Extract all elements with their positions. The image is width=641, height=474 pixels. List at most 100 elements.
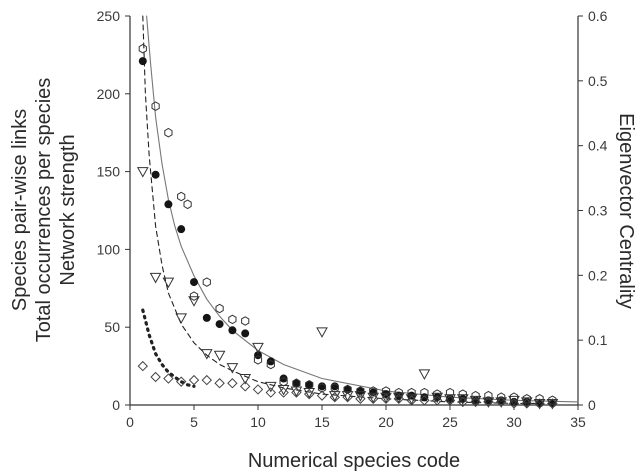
- open-diamond-point: [227, 378, 238, 389]
- open-hexagon-point: [548, 395, 557, 406]
- open-diamond-point: [406, 395, 417, 406]
- open-hexagon-point: [407, 387, 416, 398]
- open-hexagon-point: [228, 314, 237, 325]
- open-hexagon-point: [535, 394, 544, 404]
- y2-tick-label: 0: [588, 397, 596, 413]
- open-triangle-point: [136, 167, 149, 178]
- open-hexagon-point: [151, 101, 160, 111]
- open-triangle-point: [303, 388, 316, 399]
- open-hexagon-point: [497, 392, 506, 402]
- filled-circle-point: [279, 374, 288, 383]
- open-hexagon-point: [189, 291, 199, 301]
- x-axis-title: Numerical species code: [248, 450, 460, 472]
- filled-circle-point: [138, 57, 147, 66]
- filled-circle-point: [151, 170, 160, 179]
- open-diamond-point: [547, 398, 558, 409]
- y-axis-title-line-2: Total occurrences per species: [33, 78, 55, 343]
- open-triangle-point: [200, 349, 213, 360]
- open-hexagon-point: [381, 386, 391, 396]
- filled-circle-point: [266, 357, 275, 366]
- open-hexagon-point: [202, 277, 211, 287]
- open-diamond-point: [265, 387, 277, 398]
- dotted-fit-line: [141, 308, 196, 388]
- y2-axis-title: Eigenvector Centrality: [615, 113, 637, 309]
- open-triangle-point: [418, 369, 431, 380]
- open-triangle-point: [162, 277, 175, 289]
- open-triangle-point: [380, 392, 392, 404]
- open-triangle-point: [316, 327, 328, 338]
- filled-circle-point: [177, 225, 186, 234]
- open-hexagon-point: [433, 389, 442, 399]
- open-diamond-point: [355, 393, 366, 404]
- y-axis-title: Species pair-wise links Total occurrence…: [9, 78, 79, 343]
- open-hexagon-point: [484, 390, 493, 401]
- open-diamond-point: [316, 390, 328, 401]
- filled-circle-point: [305, 380, 314, 389]
- x-tick-label: 5: [190, 414, 198, 430]
- open-hexagon-point: [266, 359, 275, 370]
- open-hexagon-point: [138, 43, 147, 54]
- open-hexagon-point: [458, 389, 467, 399]
- open-hexagon-point: [253, 355, 263, 365]
- open-diamond-point: [521, 398, 533, 409]
- open-diamond-point: [457, 396, 469, 408]
- y-axis-title-line-3: Network strength: [57, 134, 79, 285]
- y2-tick-label: 0.4: [588, 138, 608, 154]
- open-triangle-point: [226, 363, 239, 374]
- open-diamond-point: [291, 387, 302, 398]
- y-axis-title-line-1: Species pair-wise links: [9, 109, 31, 311]
- open-diamond-point: [329, 392, 341, 403]
- open-hexagon-point: [164, 127, 173, 138]
- open-triangle-point: [175, 313, 188, 324]
- open-diamond-point: [495, 396, 507, 408]
- open-triangle-point: [444, 394, 456, 405]
- open-diamond-point: [470, 396, 481, 408]
- y-tick-label: 150: [97, 164, 121, 180]
- x-tick-label: 30: [506, 414, 522, 430]
- y2-tick-label: 0.3: [588, 203, 608, 219]
- open-triangle-point: [239, 374, 252, 385]
- y2-tick-label: 0.1: [588, 332, 608, 348]
- filled-circle-point: [202, 313, 211, 322]
- y-tick-label: 50: [104, 319, 120, 335]
- open-triangle-point: [367, 392, 380, 404]
- x-tick-label: 35: [570, 414, 586, 430]
- open-diamond-point: [431, 395, 443, 406]
- dashed-fit-line: [142, 15, 553, 404]
- open-triangle-point: [213, 350, 226, 362]
- open-diamond-point: [367, 393, 379, 404]
- open-diamond-point: [393, 393, 405, 404]
- open-diamond-point: [214, 378, 225, 389]
- open-triangle-point: [392, 392, 405, 404]
- open-diamond-point: [150, 371, 161, 383]
- open-diamond-point: [483, 396, 494, 408]
- filled-circle-point: [215, 320, 224, 329]
- open-hexagon-point: [177, 191, 186, 202]
- solid-fit-line: [146, 15, 579, 403]
- open-hexagon-point: [241, 316, 250, 326]
- open-diamond-point: [175, 376, 187, 387]
- x-tick-label: 25: [442, 414, 458, 430]
- open-triangle-point: [520, 397, 533, 408]
- open-triangle-point: [188, 296, 200, 307]
- open-hexagon-point: [356, 386, 365, 396]
- y2-tick-label: 0.2: [588, 267, 608, 283]
- open-triangle-point: [469, 395, 482, 407]
- x-tick-label: 20: [378, 414, 394, 430]
- open-diamond-point: [444, 395, 456, 406]
- y-tick-label: 0: [112, 397, 120, 413]
- open-diamond-point: [534, 398, 545, 409]
- x-tick-label: 15: [314, 414, 330, 430]
- open-hexagon-point: [215, 303, 224, 314]
- open-triangle-point: [252, 342, 264, 354]
- filled-circle-point: [190, 278, 198, 287]
- open-diamond-point: [201, 374, 213, 386]
- open-triangle-point: [149, 272, 162, 284]
- open-diamond-point: [252, 384, 264, 395]
- open-diamond-point: [239, 381, 251, 392]
- filled-circle-point: [164, 200, 173, 209]
- filled-circle-point: [292, 379, 301, 388]
- open-hexagon-point: [343, 384, 352, 395]
